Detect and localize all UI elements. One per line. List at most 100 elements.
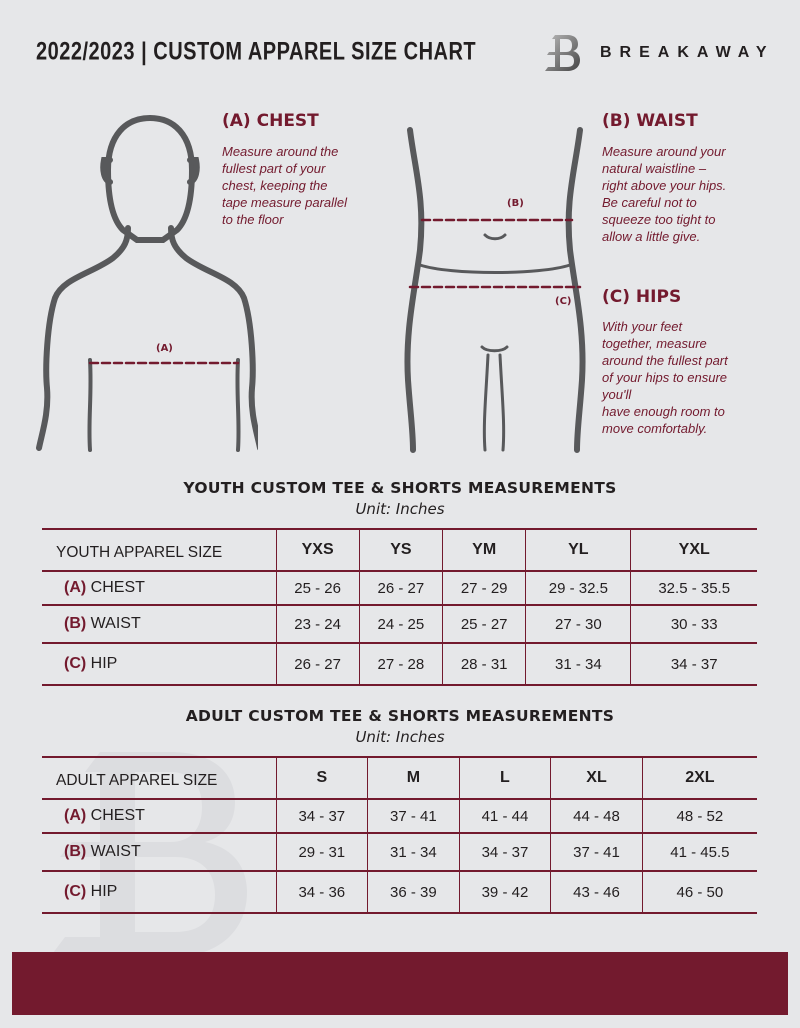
brand-logo: [545, 35, 580, 71]
size-header: YOUTH APPAREL SIZE: [42, 528, 276, 572]
measurement-value: 37 - 41: [367, 798, 460, 834]
measurement-value: 24 - 25: [358, 604, 443, 644]
measurement-value: 34 - 37: [458, 832, 551, 872]
table-row: (C) HIP 26 - 27 27 - 28 28 - 31 31 - 34 34 - …: [42, 642, 757, 686]
measurement-label: (C) HIP: [42, 870, 276, 914]
desc-line: tape measure parallel: [222, 195, 348, 210]
desc-line: Measure around the: [222, 144, 339, 159]
size-column-header: L: [458, 756, 551, 800]
chest-heading: (A) CHEST: [222, 111, 319, 131]
footer-band: [12, 952, 788, 1015]
measurement-letter: (C): [64, 883, 87, 900]
measurement-label: (A) CHEST: [42, 798, 276, 834]
measurement-value: 48 - 52: [641, 798, 757, 834]
measurement-value: 44 - 48: [550, 798, 643, 834]
measurement-letter: (A): [64, 807, 87, 824]
adult-size-table: ADULT APPAREL SIZE S M L XL 2XL (A) CHEST 34 - …: [42, 756, 757, 914]
size-column-header: 2XL: [641, 756, 757, 800]
desc-line: squeeze too tight to: [602, 212, 716, 227]
measurement-value: 27 - 28: [358, 642, 443, 686]
size-column-header: M: [367, 756, 460, 800]
measurement-value: 43 - 46: [550, 870, 643, 914]
measurement-label: (A) CHEST: [42, 570, 276, 606]
measurement-value: 26 - 27: [358, 570, 443, 606]
upper-body-illustration: [36, 114, 258, 452]
size-column-header: S: [275, 756, 368, 800]
waist-heading: (B) WAIST: [602, 111, 698, 131]
measurement-value: 34 - 37: [275, 798, 368, 834]
table-row: (A) CHEST 34 - 37 37 - 41 41 - 44 44 - 48 48 …: [42, 798, 757, 834]
desc-line: right above your hips.: [602, 178, 727, 193]
hips-heading: (C) HIPS: [602, 287, 682, 307]
measurement-letter: (B): [64, 615, 87, 632]
adult-unit: Unit: Inches: [355, 728, 445, 746]
measurement-value: 37 - 41: [550, 832, 643, 872]
desc-line: you'll: [602, 387, 632, 402]
desc-line: natural waistline –: [602, 161, 707, 176]
desc-line: of your hips to ensure: [602, 370, 728, 385]
chest-description: Measure around the fullest part of your ch…: [222, 143, 347, 228]
desc-line: chest, keeping the: [222, 178, 328, 193]
desc-line: have enough room to: [602, 404, 725, 419]
desc-line: to the floor: [222, 212, 284, 227]
youth-size-table: YOUTH APPAREL SIZE YXS YS YM YL YXL (A) CHEST 2…: [42, 528, 757, 686]
measurement-label: (C) HIP: [42, 642, 276, 686]
chest-marker: (A): [156, 343, 173, 354]
size-column-header: YM: [442, 528, 526, 572]
youth-table-title: YOUTH CUSTOM TEE & SHORTS MEASUREMENTS: [183, 479, 617, 497]
hips-marker: (C): [555, 296, 572, 307]
desc-line: around the fullest part: [602, 353, 728, 368]
brand-name: BREAKAWAY: [600, 44, 775, 61]
waist-marker: (B): [507, 198, 524, 209]
table-row: (B) WAIST 23 - 24 24 - 25 25 - 27 27 - 30 30 …: [42, 604, 757, 644]
measurement-value: 32.5 - 35.5: [630, 570, 757, 606]
size-column-header: YXL: [630, 528, 757, 572]
desc-line: allow a little give.: [602, 229, 701, 244]
table-row: (B) WAIST 29 - 31 31 - 34 34 - 37 37 - 41 41 …: [42, 832, 757, 872]
size-column-header: YL: [525, 528, 631, 572]
size-header: ADULT APPAREL SIZE: [42, 756, 276, 800]
measurement-letter: (B): [64, 843, 87, 860]
page-title: 2022/2023 | CUSTOM APPAREL SIZE CHART: [36, 38, 477, 66]
waist-description: Measure around your natural waistline – ri…: [602, 143, 726, 245]
measurement-name: WAIST: [90, 615, 141, 632]
measurement-name: CHEST: [90, 807, 145, 824]
measurement-value: 28 - 31: [442, 642, 526, 686]
measurement-value: 27 - 29: [442, 570, 526, 606]
measurement-value: 31 - 34: [525, 642, 631, 686]
desc-line: fullest part of your: [222, 161, 326, 176]
measurement-value: 29 - 32.5: [525, 570, 631, 606]
measurement-value: 27 - 30: [525, 604, 631, 644]
size-column-header: YXS: [275, 528, 360, 572]
measurement-value: 25 - 27: [442, 604, 526, 644]
table-header-row: YOUTH APPAREL SIZE YXS YS YM YL YXL: [42, 528, 757, 572]
measurement-value: 36 - 39: [367, 870, 460, 914]
measurement-name: WAIST: [90, 843, 141, 860]
table-header-row: ADULT APPAREL SIZE S M L XL 2XL: [42, 756, 757, 800]
measurement-value: 30 - 33: [630, 604, 757, 644]
measurement-value: 46 - 50: [641, 870, 757, 914]
youth-unit: Unit: Inches: [355, 500, 445, 518]
measurement-value: 23 - 24: [275, 604, 360, 644]
measurement-value: 41 - 44: [458, 798, 551, 834]
desc-line: together, measure: [602, 336, 707, 351]
desc-line: move comfortably.: [602, 421, 708, 436]
measurement-label: (B) WAIST: [42, 604, 276, 644]
table-row: (C) HIP 34 - 36 36 - 39 39 - 42 43 - 46 46 - …: [42, 870, 757, 914]
measurement-value: 41 - 45.5: [641, 832, 757, 872]
measurement-value: 34 - 36: [275, 870, 368, 914]
measurement-value: 39 - 42: [458, 870, 551, 914]
measurement-name: HIP: [90, 655, 118, 672]
table-row: (A) CHEST 25 - 26 26 - 27 27 - 29 29 - 32.5 3…: [42, 570, 757, 606]
lower-body-illustration: [404, 127, 586, 453]
measurement-letter: (A): [64, 579, 87, 596]
hips-description: With your feet together, measure around th…: [602, 318, 728, 437]
measurement-name: CHEST: [90, 579, 145, 596]
measurement-value: 29 - 31: [275, 832, 368, 872]
measurement-value: 26 - 27: [275, 642, 360, 686]
desc-line: Measure around your: [602, 144, 726, 159]
measurement-value: 31 - 34: [367, 832, 460, 872]
size-column-header: YS: [358, 528, 443, 572]
size-column-header: XL: [550, 756, 643, 800]
measurement-label: (B) WAIST: [42, 832, 276, 872]
